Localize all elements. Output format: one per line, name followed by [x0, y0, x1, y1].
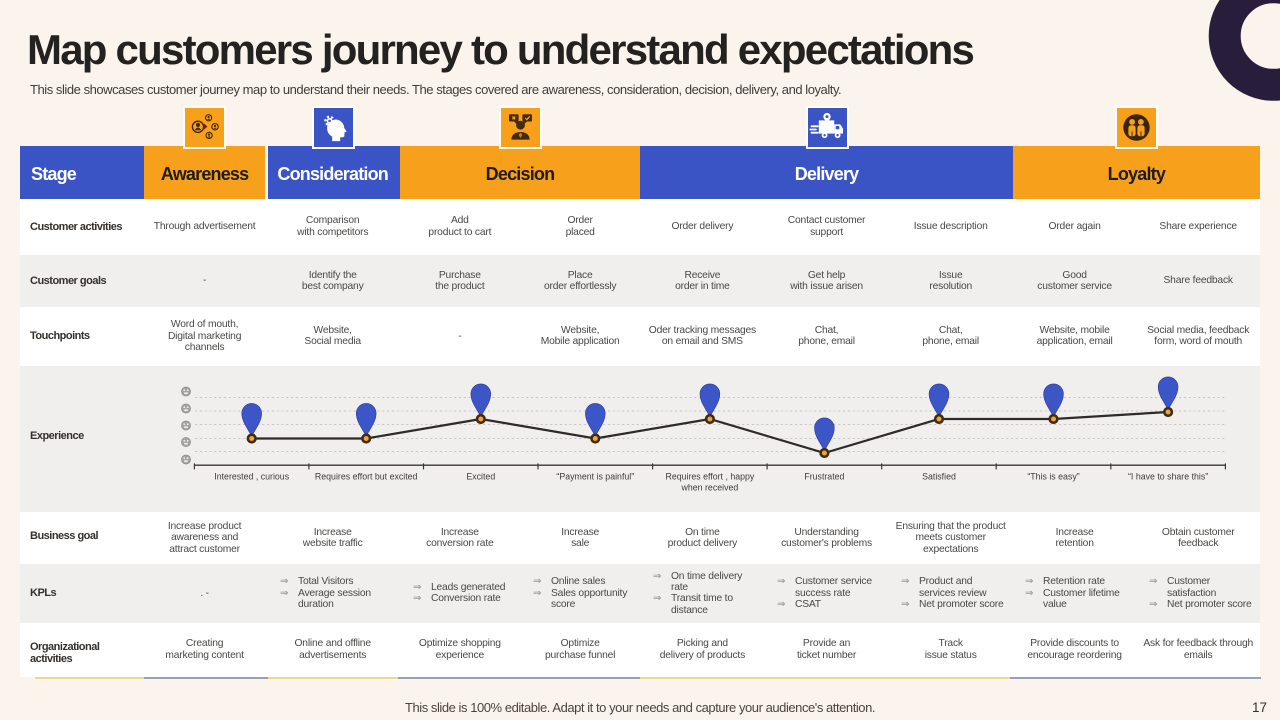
- svg-text:Requires effort but excited: Requires effort but excited: [315, 471, 418, 481]
- svg-text:Excited: Excited: [466, 471, 495, 481]
- svg-text:Requires effort , happy: Requires effort , happy: [665, 471, 754, 481]
- svg-text:Interested , curious: Interested , curious: [214, 471, 289, 481]
- svg-text:“Payment is painful”: “Payment is painful”: [556, 471, 634, 481]
- svg-text:when received: when received: [681, 482, 739, 492]
- svg-text:“This is easy”: “This is easy”: [1027, 471, 1079, 481]
- svg-text:Frustrated: Frustrated: [804, 471, 844, 481]
- svg-text:“I have to share this”: “I have to share this”: [1128, 471, 1208, 481]
- svg-text:Satisfied: Satisfied: [922, 471, 956, 481]
